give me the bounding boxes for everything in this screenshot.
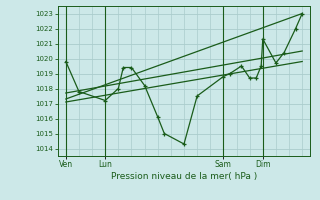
X-axis label: Pression niveau de la mer( hPa ): Pression niveau de la mer( hPa ) xyxy=(111,172,257,181)
